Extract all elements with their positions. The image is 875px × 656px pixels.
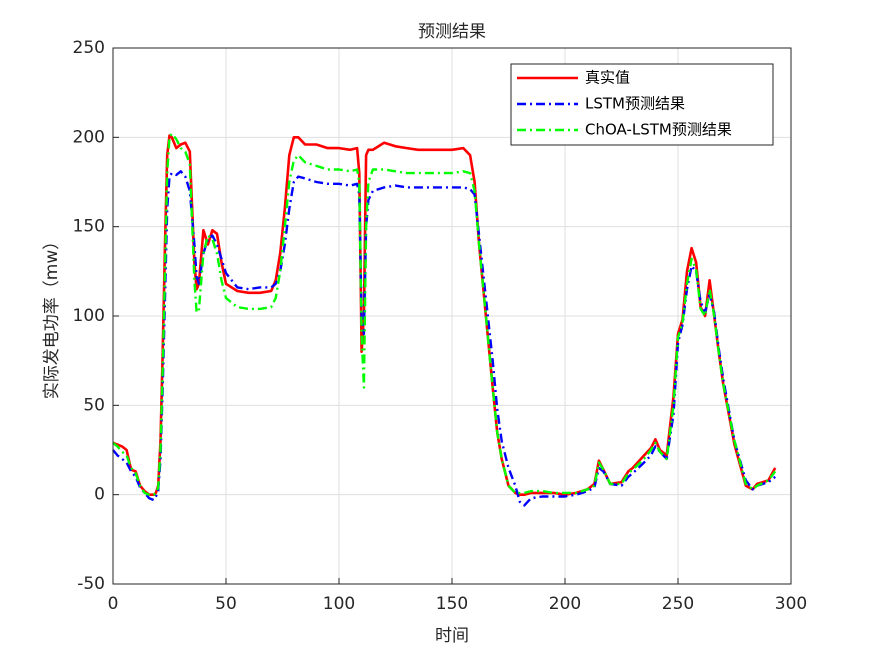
y-tick-label: 200 <box>73 127 105 147</box>
y-tick-label: 50 <box>83 395 105 415</box>
legend-label: 真实值 <box>585 69 630 87</box>
plot-frame <box>112 47 792 585</box>
series-line <box>112 132 777 496</box>
y-axis-label: 实际发电功率（mw） <box>42 233 62 399</box>
y-tick-label: 150 <box>73 217 105 237</box>
x-tick-label: 50 <box>215 594 237 614</box>
x-tick-label: 300 <box>775 594 807 614</box>
x-tick-label: 250 <box>662 594 694 614</box>
legend-label: ChOA-LSTM预测结果 <box>585 121 732 139</box>
y-tick-label: -50 <box>77 574 105 594</box>
x-tick-label: 100 <box>323 594 355 614</box>
x-axis-label: 时间 <box>435 626 469 646</box>
y-tick-label: 0 <box>94 485 105 505</box>
x-tick-label: 0 <box>108 594 119 614</box>
legend-label: LSTM预测结果 <box>585 95 685 113</box>
y-tick-label: 250 <box>73 38 105 58</box>
chart-title: 预测结果 <box>418 22 486 42</box>
y-tick-label: 100 <box>73 306 105 326</box>
x-tick-label: 150 <box>436 594 468 614</box>
x-tick-label: 200 <box>549 594 581 614</box>
